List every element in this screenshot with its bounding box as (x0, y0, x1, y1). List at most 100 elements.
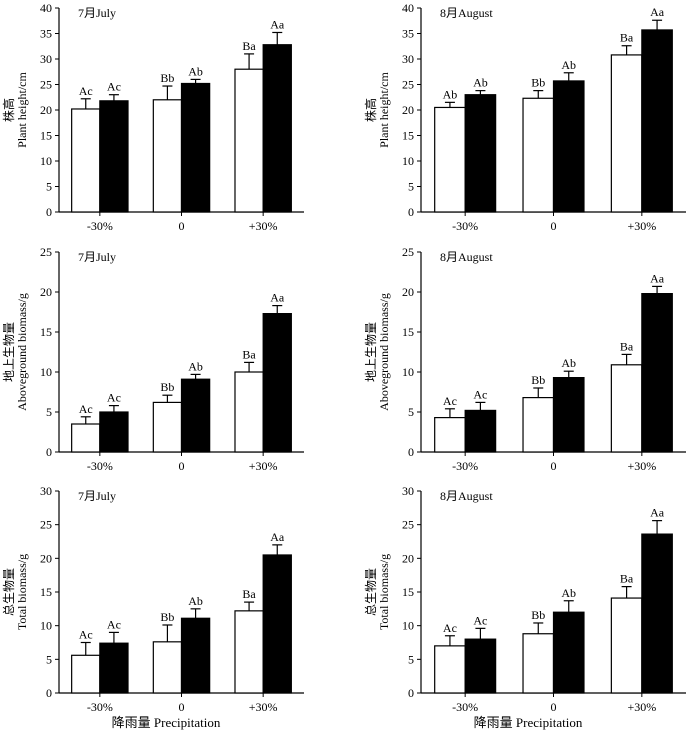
panel6-significance-label: Ab (561, 586, 576, 600)
panel6-significance-label: Ac (473, 613, 487, 627)
panel1-x-tick-label: -30% (87, 219, 113, 233)
panel2-y-tick-label: 25 (402, 78, 414, 92)
panel6-bar-white (610, 597, 643, 694)
panel4-significance-label: Aa (650, 271, 665, 285)
panel4-x-tick-label: -30% (452, 459, 478, 473)
panel2-y-tick-label: 15 (402, 129, 414, 143)
panel2-y-tick-label: 35 (402, 27, 414, 41)
panel4-significance-label: Ab (561, 356, 576, 370)
panel2-y-tick-label: 30 (402, 52, 414, 66)
panel1-bar-white (71, 108, 101, 213)
panel5-x-tick-label: -30% (87, 700, 113, 714)
panel6-significance-label: Bb (531, 608, 545, 622)
panel3-significance-label: Ab (188, 359, 203, 373)
panel4-y-tick-label: 15 (402, 325, 414, 339)
panel4-bar-black (464, 409, 497, 453)
panel2-significance-label: Aa (650, 5, 665, 19)
panel3-x-tick-label: +30% (249, 459, 278, 473)
panel1-significance-label: Bb (160, 71, 174, 85)
panel2-significance-label: Ab (561, 58, 576, 72)
panel1-bar-white (234, 68, 264, 213)
panel2-y-label-cn: 株高 (363, 98, 378, 122)
panel2-title: 8月August (440, 6, 493, 20)
panel3-y-tick-label: 5 (46, 405, 52, 419)
panel2-bar-white (522, 97, 555, 213)
panel3-y-tick-label: 20 (40, 285, 52, 299)
panel1-significance-label: Ba (242, 39, 256, 53)
panel5-significance-label: Ab (188, 594, 203, 608)
panel4-bar-white (434, 417, 466, 453)
panel3-title: 7月July (78, 250, 116, 264)
panel5-significance-label: Ba (242, 587, 256, 601)
panel3-y-tick-label: 10 (40, 365, 52, 379)
panel2-x-tick-label: -30% (452, 219, 478, 233)
panel1-significance-label: Ac (107, 80, 121, 94)
panel2-bar-black (552, 80, 585, 213)
panel4-significance-label: Ac (443, 394, 457, 408)
panel6-y-tick-label: 20 (402, 551, 414, 565)
panel6-significance-label: Ba (620, 572, 634, 586)
panel3-x-tick-label: 0 (179, 459, 185, 473)
panel4-bar-white (522, 397, 555, 453)
panel1-x-tick-label: +30% (249, 219, 278, 233)
panel2-y-label-en: Plant height/cm (377, 72, 391, 148)
panel2-y-tick-label: 20 (402, 103, 414, 117)
panel5-y-tick-label: 15 (40, 585, 52, 599)
panel4-bar-black (552, 377, 585, 453)
panel6-bar-white (522, 633, 555, 694)
panel6-y-tick-label: 15 (402, 585, 414, 599)
panel4-significance-label: Ba (620, 339, 634, 353)
panel4-bar-black (641, 293, 673, 453)
panel1-bar-black (262, 44, 292, 213)
panel5-bar-white (71, 654, 101, 694)
panel5-y-label-en: Total biomass/g (15, 554, 29, 630)
panel6-y-label-en: Total biomass/g (377, 554, 391, 630)
panel1-significance-label: Aa (270, 17, 285, 31)
panel5-x-tick-label: +30% (249, 700, 278, 714)
panel5-y-tick-label: 10 (40, 619, 52, 633)
panel6-significance-label: Aa (650, 506, 665, 520)
panel6-y-tick-label: 25 (402, 518, 414, 532)
panel4-significance-label: Bb (531, 373, 545, 387)
panel1-bar-white (152, 99, 183, 213)
panel1-y-label-cn: 株高 (1, 98, 16, 122)
panel6-bar-black (552, 611, 585, 694)
panel1-y-tick-label: 35 (40, 27, 52, 41)
panel2-significance-label: Bb (531, 76, 545, 90)
panel3-significance-label: Ac (107, 391, 121, 405)
panel5-y-label-cn: 总生物量 (2, 568, 16, 616)
panel2-y-tick-label: 10 (402, 154, 414, 168)
panel2-y-tick-label: 5 (408, 180, 414, 194)
panel6-x-tick-label: +30% (627, 700, 656, 714)
panel6-significance-label: Ac (443, 621, 457, 635)
panel6-y-tick-label: 30 (402, 484, 414, 498)
panel5-title: 7月July (78, 489, 116, 503)
panel4-y-tick-label: 25 (402, 245, 414, 259)
panel4-x-tick-label: +30% (627, 459, 656, 473)
panel2-x-tick-label: +30% (627, 219, 656, 233)
panel1-bar-black (99, 100, 129, 213)
panel2-bar-black (641, 29, 673, 213)
panel3-bar-white (234, 371, 264, 453)
panel2-bar-white (610, 54, 643, 213)
panel3-y-label-cn: 地上生物量 (2, 322, 16, 382)
panel1-y-tick-label: 10 (40, 154, 52, 168)
panel3-bar-white (152, 401, 183, 453)
panel6-y-label-cn: 总生物量 (364, 568, 378, 616)
panel1-y-tick-label: 25 (40, 78, 52, 92)
panel1-bar-black (180, 82, 211, 213)
panel1-y-tick-label: 5 (46, 180, 52, 194)
panel1-y-tick-label: 0 (46, 205, 52, 219)
panel4-y-tick-label: 0 (408, 445, 414, 459)
panel2-bar-white (434, 106, 466, 213)
panel2-y-tick-label: 40 (402, 1, 414, 15)
panel2-significance-label: Ba (620, 31, 634, 45)
panel3-significance-label: Aa (270, 291, 285, 305)
panel3-significance-label: Ba (242, 347, 256, 361)
panel6-y-tick-label: 0 (408, 686, 414, 700)
panel5-significance-label: Bb (160, 610, 174, 624)
panel3-x-tick-label: -30% (87, 459, 113, 473)
panel5-bar-white (152, 641, 183, 694)
panel4-x-tick-label: 0 (551, 459, 557, 473)
